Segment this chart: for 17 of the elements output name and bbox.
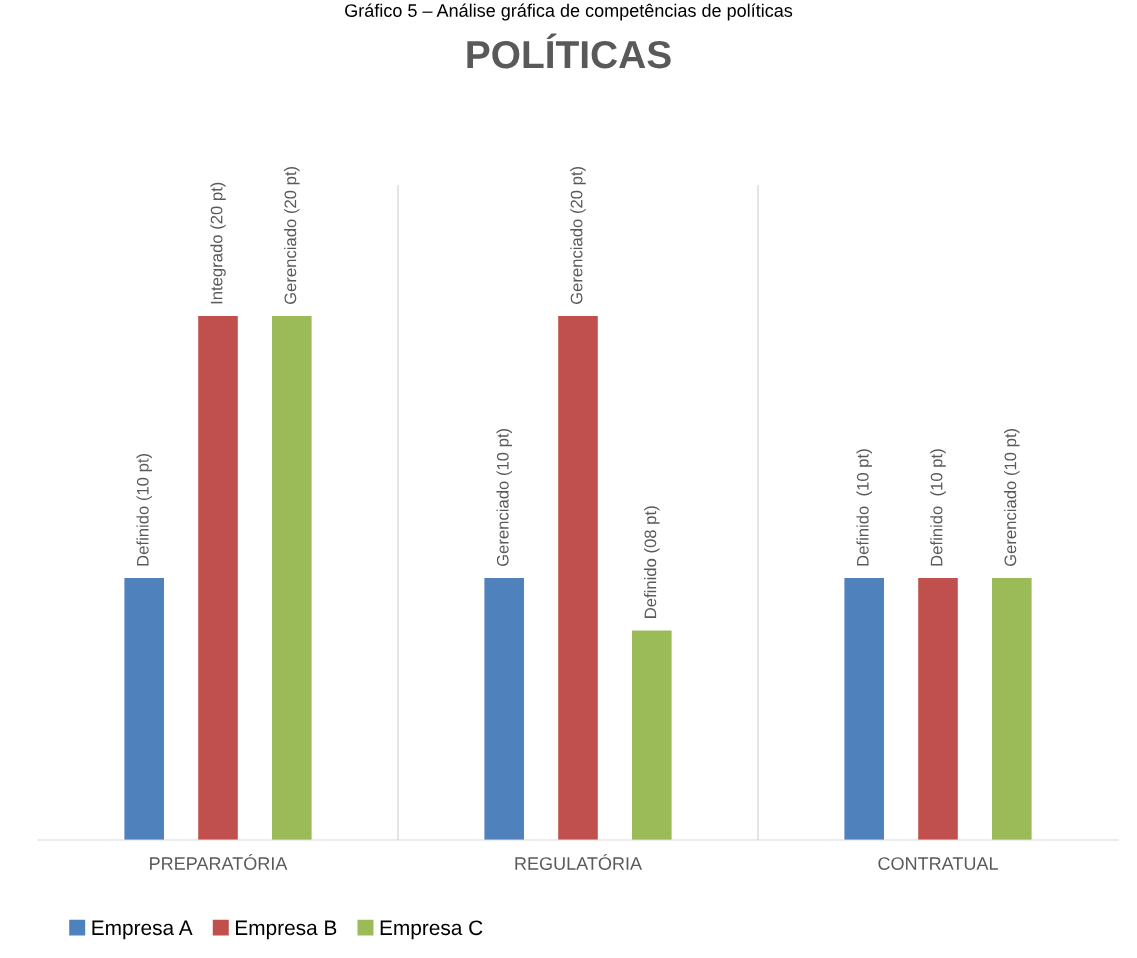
data-label: Definido (10 pt) <box>930 449 946 566</box>
data-label: Definido (10 pt) <box>856 449 872 566</box>
legend-label: Empresa B <box>236 920 337 940</box>
x-tick-label: CONTRATUAL <box>878 857 998 870</box>
x-tick-label: REGULATÓRIA <box>515 854 643 870</box>
legend-label: Empresa C <box>380 920 483 940</box>
data-label: Definido (08 pt) <box>644 506 660 618</box>
data-label: Gerenciado (20 pt) <box>284 166 300 305</box>
chart-title: POLÍTICAS <box>467 33 671 69</box>
data-label: Definido (10 pt) <box>136 453 152 566</box>
legend-label: Empresa A <box>92 920 193 940</box>
data-label: Gerenciado (20 pt) <box>570 166 586 305</box>
x-tick-label: PREPARATÓRIA <box>150 854 288 870</box>
data-label: Gerenciado (10 pt) <box>1004 428 1020 567</box>
data-label: Gerenciado (10 pt) <box>496 428 512 567</box>
text: Gráfico 5 – Análise gráfica de competências de políticas <box>345 3 793 21</box>
data-label: Integrado (20 pt) <box>210 182 226 304</box>
